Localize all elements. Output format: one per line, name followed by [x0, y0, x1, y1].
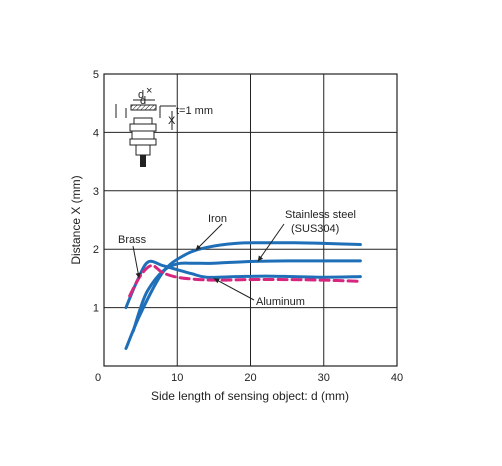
leader-brass-arrow: [135, 272, 141, 279]
y-tick-2: 2: [93, 244, 99, 256]
sensor-cable: [140, 155, 146, 167]
label-stainless-steel: Stainless steel: [285, 209, 356, 221]
sensor-nut-bottom: [129, 138, 157, 146]
label-brass: Brass: [118, 234, 147, 246]
leader-aluminum: [213, 277, 255, 301]
y-tick-labels: 1 2 3 4 5: [93, 69, 99, 315]
series-line-0: [124, 241, 362, 350]
series-lines: [124, 241, 362, 350]
x-tick-10: 10: [171, 372, 183, 384]
sensor-setup-diagram: d d × t=1 mm X: [115, 85, 213, 167]
series-line-1: [131, 259, 362, 333]
label-stainless-steel-grade: (SUS304): [291, 223, 339, 235]
leader-iron-arrow: [195, 244, 202, 251]
y-axis-title: Distance X (mm): [69, 175, 83, 264]
x-tick-20: 20: [244, 372, 256, 384]
x-axis-title: Side length of sensing object: d (mm): [151, 389, 349, 403]
sensor-tail: [135, 144, 151, 156]
y-tick-5: 5: [93, 69, 99, 81]
sensor-nut-top: [129, 123, 157, 132]
sensor-head: [133, 117, 153, 125]
leader-stainless: [257, 223, 285, 262]
y-tick-1: 1: [93, 303, 99, 315]
inset-cross: ×: [146, 85, 152, 97]
inset-d-top: d: [138, 89, 144, 101]
series-line-2: [124, 259, 362, 310]
label-aluminum: Aluminum: [256, 296, 305, 308]
x-tick-40: 40: [391, 372, 403, 384]
x-tick-0: 0: [95, 372, 101, 384]
y-tick-3: 3: [93, 186, 99, 198]
inset-t-label: t=1 mm: [176, 105, 213, 117]
leader-iron: [195, 223, 223, 251]
x-tick-30: 30: [318, 372, 330, 384]
leader-aluminum-arrow: [213, 278, 220, 284]
annotation-leaders: [132, 223, 285, 301]
inset-x-label: X: [168, 115, 176, 127]
leader-brass: [132, 245, 140, 279]
leader-stainless-arrow: [257, 255, 264, 262]
plot-frame: [103, 73, 398, 367]
label-iron: Iron: [208, 213, 227, 225]
x-tick-labels: 0 10 20 30 40: [95, 372, 403, 384]
y-tick-4: 4: [93, 127, 99, 139]
sensing-object: [130, 104, 157, 111]
sensor-body: [131, 130, 155, 140]
series-line-3: [128, 264, 362, 298]
inset-d-mid: d: [140, 95, 146, 107]
